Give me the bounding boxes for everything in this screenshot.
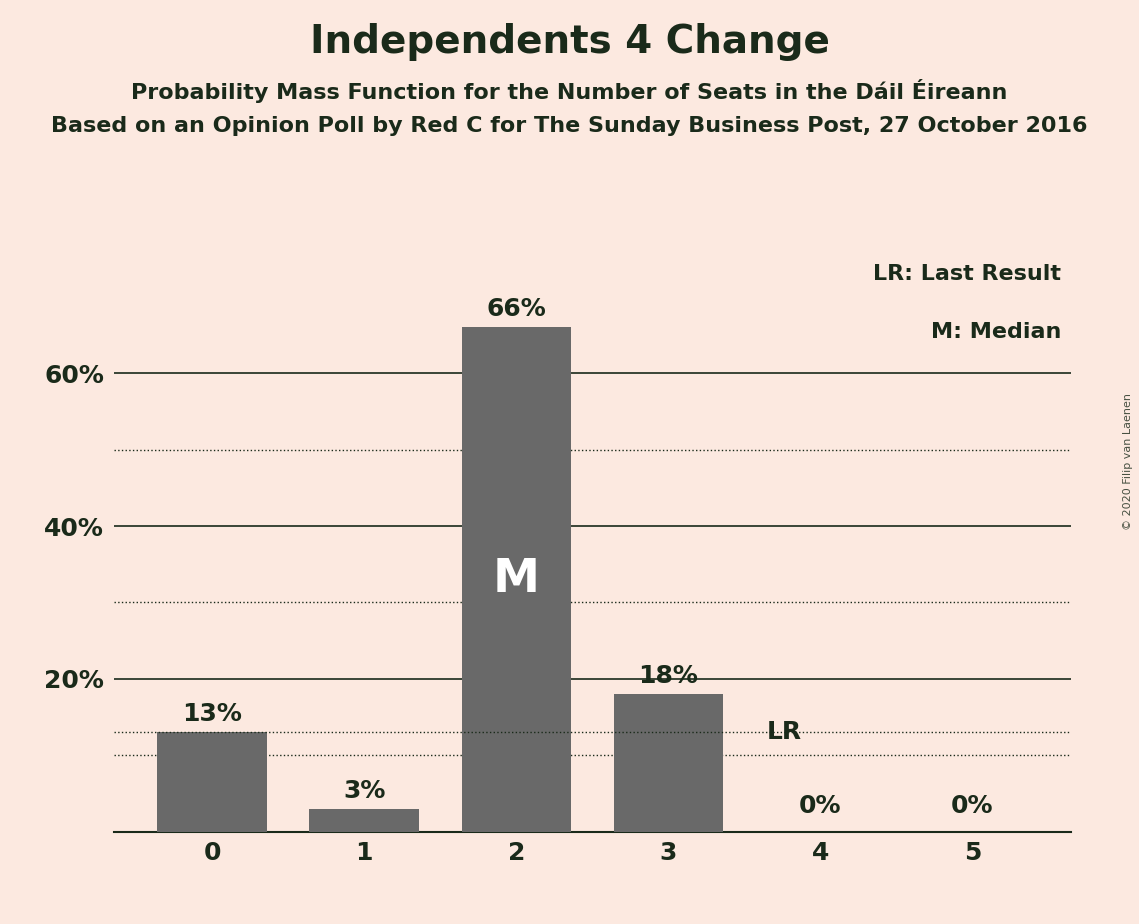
Text: M: M <box>493 557 540 602</box>
Bar <box>614 694 723 832</box>
Text: Independents 4 Change: Independents 4 Change <box>310 23 829 61</box>
Text: 66%: 66% <box>486 298 546 322</box>
Text: LR: Last Result: LR: Last Result <box>874 264 1062 285</box>
Text: Based on an Opinion Poll by Red C for The Sunday Business Post, 27 October 2016: Based on an Opinion Poll by Red C for Th… <box>51 116 1088 136</box>
Bar <box>461 327 571 832</box>
Text: 3%: 3% <box>343 779 385 803</box>
Text: 0%: 0% <box>800 794 842 818</box>
Text: M: Median: M: Median <box>931 322 1062 342</box>
Text: 0%: 0% <box>951 794 993 818</box>
Text: 18%: 18% <box>638 664 698 688</box>
Text: © 2020 Filip van Laenen: © 2020 Filip van Laenen <box>1123 394 1133 530</box>
Bar <box>157 733 267 832</box>
Text: LR: LR <box>768 721 802 745</box>
Text: Probability Mass Function for the Number of Seats in the Dáil Éireann: Probability Mass Function for the Number… <box>131 79 1008 103</box>
Text: 13%: 13% <box>182 702 243 726</box>
Bar <box>310 808 419 832</box>
